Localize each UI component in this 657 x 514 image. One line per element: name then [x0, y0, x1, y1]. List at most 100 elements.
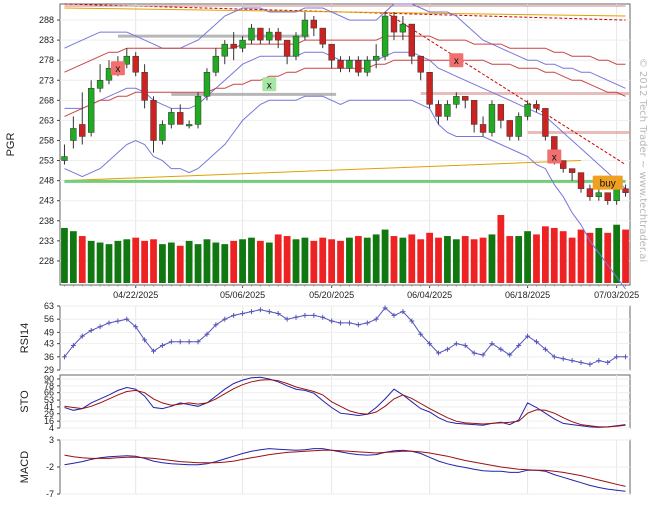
candle-body	[595, 192, 603, 197]
candle	[150, 96, 157, 153]
candle-body	[426, 71, 433, 105]
rsi-tick-label: 43	[44, 339, 54, 349]
volume-bar	[399, 237, 407, 283]
sto-panel-frame	[59, 374, 631, 429]
candle	[364, 56, 371, 77]
candle-body	[132, 55, 139, 73]
candle	[159, 120, 166, 145]
candle-body	[212, 55, 220, 73]
rsi-tick-label: 63	[44, 301, 54, 311]
volume-bar	[123, 239, 131, 283]
volume-bar	[381, 229, 389, 283]
candle-body	[79, 124, 86, 137]
candle	[319, 27, 326, 49]
candle-body	[159, 124, 166, 141]
volume-bar	[150, 239, 157, 283]
volume-bar	[105, 244, 113, 283]
macd-tick-label: 3	[49, 435, 54, 445]
price-tick-label: 278	[39, 55, 54, 65]
sto-line-2	[64, 379, 626, 428]
candle	[390, 12, 398, 41]
signal-box	[449, 53, 464, 68]
candle	[524, 100, 531, 121]
volume-bar	[417, 239, 425, 283]
volume-bar	[337, 240, 344, 283]
candle	[586, 184, 594, 201]
candle	[283, 39, 291, 65]
candle	[426, 71, 433, 109]
macd-tick-label: -7	[46, 489, 54, 499]
candle-body	[577, 172, 585, 189]
candle	[257, 27, 264, 45]
volume-bar	[310, 240, 318, 283]
candle-body	[168, 112, 175, 125]
volume-bar	[87, 240, 95, 283]
candle	[96, 64, 104, 93]
candle-body	[560, 160, 567, 169]
volume-bar	[515, 236, 523, 283]
candle-body	[479, 124, 487, 133]
candle-body	[417, 55, 424, 73]
candle	[515, 112, 522, 141]
candle-body	[239, 39, 246, 49]
candle	[239, 36, 246, 53]
volume-bar	[372, 234, 380, 283]
candle	[622, 184, 629, 197]
signal-label: x	[552, 153, 557, 164]
candle-body	[488, 104, 496, 133]
volume-bar	[194, 244, 202, 283]
buy-signal-marker: buy	[592, 175, 623, 190]
volume-bar	[488, 234, 496, 283]
rsi-tick-label: 29	[44, 365, 54, 375]
volume-bar	[479, 237, 487, 283]
candle	[337, 56, 344, 73]
volume-bar	[257, 240, 264, 283]
rsi-y-axis: 29 36 43 49 56 63	[44, 301, 630, 375]
candle	[266, 28, 273, 45]
signal-label: x	[267, 80, 272, 91]
sto-line-1	[64, 376, 626, 428]
volume-bar	[176, 245, 184, 283]
macd-y-axis: -7 -2 3	[46, 435, 630, 499]
signal-label: x	[115, 64, 120, 75]
volume-bar	[328, 239, 336, 283]
overlay-line-3	[64, 95, 626, 290]
candle-body	[141, 71, 148, 101]
candle-body	[150, 100, 157, 141]
candle	[248, 24, 255, 45]
sell-signal-marker: x	[110, 61, 125, 76]
volume-bar	[185, 240, 193, 283]
volume-bar	[452, 239, 460, 283]
candle	[355, 56, 362, 77]
candle	[177, 104, 184, 125]
price-tick-label: 228	[39, 256, 54, 266]
candle-body	[328, 43, 335, 61]
candle-body	[444, 104, 451, 117]
candle	[203, 68, 211, 101]
date-tick-label: 06/04/2025	[407, 290, 452, 300]
volume-bar	[69, 231, 77, 283]
rsi-tick-label: 56	[44, 314, 54, 324]
volume-bar	[159, 244, 166, 283]
candle	[506, 120, 513, 141]
candle	[61, 144, 68, 165]
date-tick-label: 04/22/2025	[113, 290, 158, 300]
candle	[310, 16, 318, 37]
price-tick-label: 273	[39, 75, 54, 85]
candle	[568, 168, 576, 181]
sto-tick-label: 16	[44, 416, 54, 426]
candle-body	[230, 43, 237, 49]
candle-body	[87, 88, 95, 133]
candle	[372, 44, 380, 69]
price-tick-label: 248	[39, 176, 54, 186]
sto-tick-label: 78	[44, 381, 54, 391]
date-tick-label: 05/20/2025	[309, 290, 354, 300]
trendline	[384, 11, 626, 165]
candle-body	[319, 27, 326, 45]
signal-box	[592, 175, 623, 190]
price-tick-label: 288	[39, 15, 54, 25]
candle-body	[497, 104, 505, 121]
signal-label: buy	[600, 179, 616, 190]
macd-lines	[64, 448, 626, 492]
